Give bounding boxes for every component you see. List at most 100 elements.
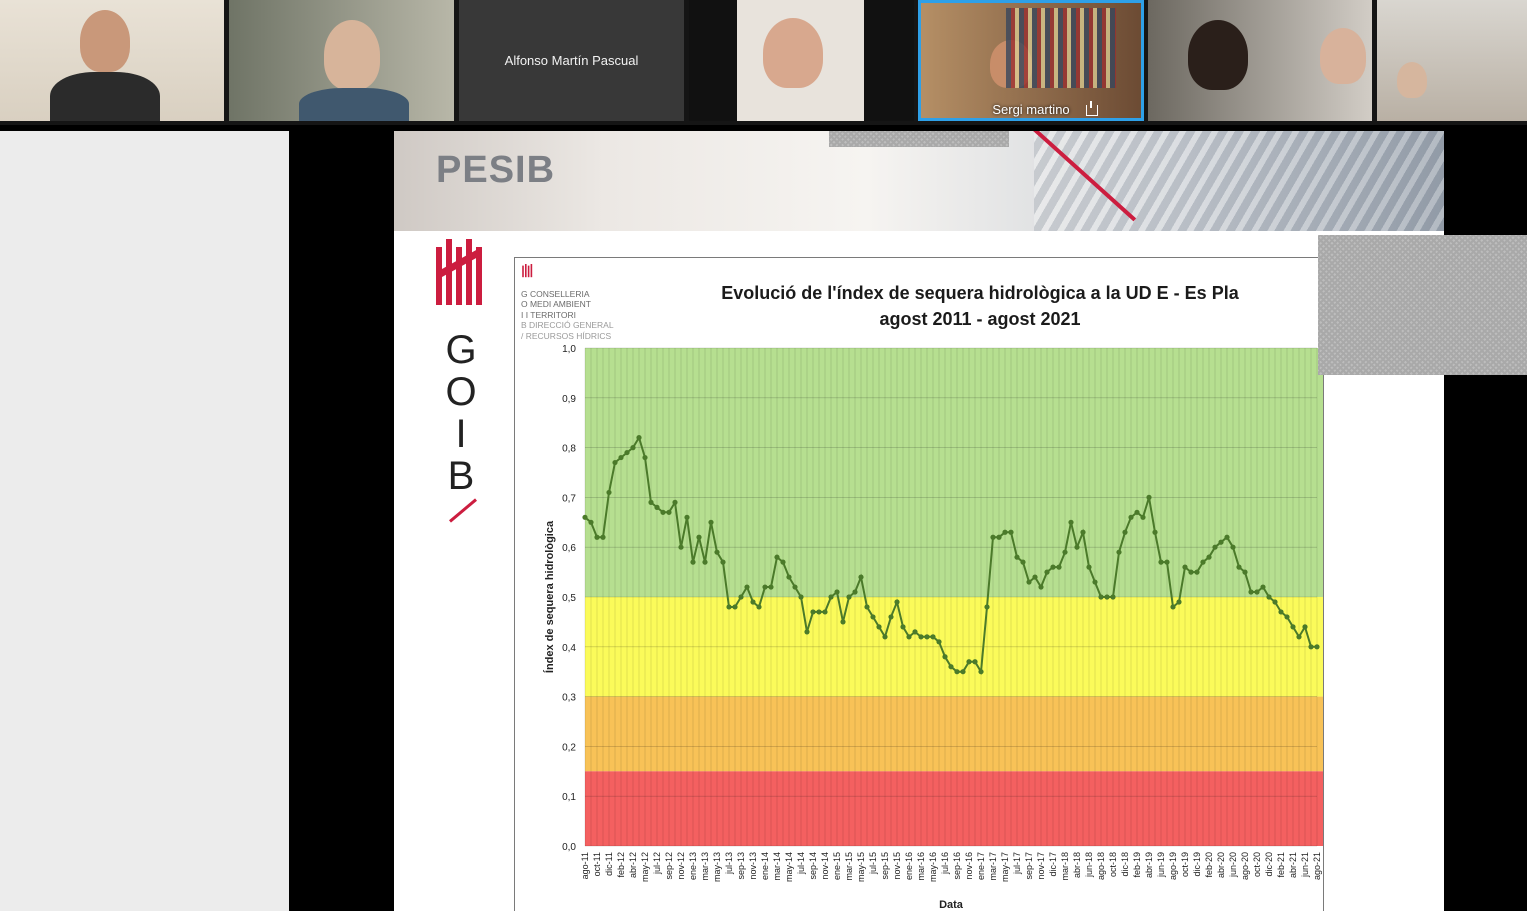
data-point bbox=[1188, 569, 1194, 575]
x-tick-label: nov-14 bbox=[820, 852, 830, 880]
data-point bbox=[1224, 534, 1230, 540]
participant-tile-2[interactable] bbox=[229, 0, 454, 121]
x-tick-label: mar-15 bbox=[844, 852, 854, 881]
x-tick-label: jun-19 bbox=[1156, 852, 1166, 878]
x-tick-label: nov-15 bbox=[892, 852, 902, 880]
x-tick-label: ene-16 bbox=[904, 852, 914, 880]
y-tick-label: 0,5 bbox=[562, 593, 576, 604]
data-point bbox=[642, 454, 648, 461]
data-point bbox=[870, 614, 876, 620]
x-tick-label: mar-18 bbox=[1060, 852, 1070, 881]
x-tick-label: jun-20 bbox=[1228, 852, 1238, 878]
y-tick-label: 0,3 bbox=[562, 693, 576, 704]
data-point bbox=[636, 435, 642, 441]
participant-name: Sergi martino bbox=[992, 102, 1070, 117]
x-tick-label: abr-20 bbox=[1216, 852, 1226, 878]
goib-slash bbox=[449, 498, 477, 523]
x-tick-label: may-16 bbox=[928, 852, 938, 882]
x-tick-label: feb-19 bbox=[1132, 852, 1142, 878]
data-point bbox=[822, 609, 828, 615]
data-point bbox=[594, 534, 600, 540]
data-point bbox=[1026, 579, 1032, 585]
participant-tile-1[interactable] bbox=[0, 0, 224, 121]
participant-tile-4[interactable] bbox=[689, 0, 914, 121]
x-tick-label: ene-17 bbox=[976, 852, 986, 880]
goib-logo-icon bbox=[434, 239, 494, 314]
goib-letter: O bbox=[445, 370, 477, 414]
data-point bbox=[906, 634, 912, 640]
band-normalitat bbox=[585, 348, 1323, 597]
y-tick-label: 1,0 bbox=[562, 344, 576, 355]
data-point bbox=[876, 624, 882, 630]
data-point bbox=[774, 554, 780, 560]
goib-mark-icon bbox=[436, 239, 482, 305]
participant-video-2 bbox=[324, 20, 380, 90]
data-point bbox=[972, 659, 978, 665]
band-alerta bbox=[585, 696, 1323, 772]
data-point bbox=[786, 574, 792, 580]
data-point bbox=[816, 609, 822, 615]
data-point bbox=[720, 559, 726, 565]
data-point bbox=[798, 594, 804, 600]
data-point bbox=[780, 559, 786, 565]
x-tick-label: abr-18 bbox=[1072, 852, 1082, 878]
data-point bbox=[1266, 594, 1272, 600]
data-point bbox=[1128, 514, 1134, 520]
chart-subtitle: agost 2011 - agost 2021 bbox=[879, 309, 1081, 329]
data-point bbox=[1236, 564, 1242, 570]
slide-banner: PESIB bbox=[394, 131, 1444, 231]
data-point bbox=[1230, 544, 1236, 550]
participant-tile-5-active-speaker[interactable]: Sergi martino bbox=[918, 0, 1144, 121]
data-point bbox=[1146, 494, 1152, 500]
data-point bbox=[684, 514, 690, 520]
data-point bbox=[630, 445, 636, 451]
data-point bbox=[666, 509, 672, 515]
data-point bbox=[690, 559, 696, 565]
y-tick-label: 0,6 bbox=[562, 543, 576, 554]
goib-letter: I bbox=[455, 412, 467, 456]
x-tick-label: may-15 bbox=[856, 852, 866, 882]
x-tick-label: oct-20 bbox=[1252, 852, 1262, 877]
x-tick-label: feb-12 bbox=[616, 852, 626, 878]
data-point bbox=[1296, 634, 1302, 640]
data-point bbox=[738, 594, 744, 600]
participant-tile-8[interactable] bbox=[1377, 0, 1527, 121]
data-point bbox=[960, 669, 966, 675]
data-point bbox=[732, 604, 738, 610]
banner-checker bbox=[829, 131, 1009, 147]
data-point bbox=[1074, 544, 1080, 550]
chart-logo-line: B DIRECCIÓ GENERAL bbox=[521, 320, 614, 330]
x-tick-label: sep-15 bbox=[880, 852, 890, 880]
x-tick-label: oct-18 bbox=[1108, 852, 1118, 877]
x-tick-label: ene-13 bbox=[688, 852, 698, 880]
participant-tile-3[interactable]: Alfonso Martín Pascual bbox=[459, 0, 684, 121]
x-tick-label: jun-21 bbox=[1300, 852, 1310, 878]
data-point bbox=[1278, 609, 1284, 615]
participant-strip: Alfonso Martín Pascual Sergi martino bbox=[0, 0, 1527, 125]
x-tick-label: sep-16 bbox=[952, 852, 962, 880]
data-point bbox=[1182, 564, 1188, 570]
x-tick-label: feb-21 bbox=[1276, 852, 1286, 878]
data-point bbox=[858, 574, 864, 580]
data-point bbox=[1308, 644, 1314, 650]
banner-stripes bbox=[1034, 131, 1444, 231]
chart-frame: G CONSELLERIA O MEDI AMBIENT I I TERRITO… bbox=[514, 257, 1324, 911]
data-point bbox=[672, 499, 678, 505]
x-tick-label: jul-13 bbox=[724, 852, 734, 875]
chart-logo-line: / RECURSOS HÍDRICS bbox=[521, 330, 612, 341]
data-point bbox=[1260, 584, 1266, 590]
participant-tile-6[interactable] bbox=[1148, 0, 1372, 121]
pop-out-icon[interactable] bbox=[1086, 101, 1098, 116]
x-tick-label: may-13 bbox=[712, 852, 722, 882]
slide-title: PESIB bbox=[436, 149, 556, 191]
left-panel bbox=[0, 131, 289, 911]
data-point bbox=[990, 534, 996, 540]
data-point bbox=[1020, 559, 1026, 565]
x-tick-label: dic-19 bbox=[1192, 852, 1202, 877]
x-tick-label: jul-17 bbox=[1012, 852, 1022, 875]
data-point bbox=[1044, 569, 1050, 575]
participant-body-1 bbox=[50, 72, 160, 121]
data-point bbox=[846, 594, 852, 600]
y-tick-label: 0,9 bbox=[562, 394, 576, 405]
x-tick-label: ene-14 bbox=[760, 852, 770, 880]
